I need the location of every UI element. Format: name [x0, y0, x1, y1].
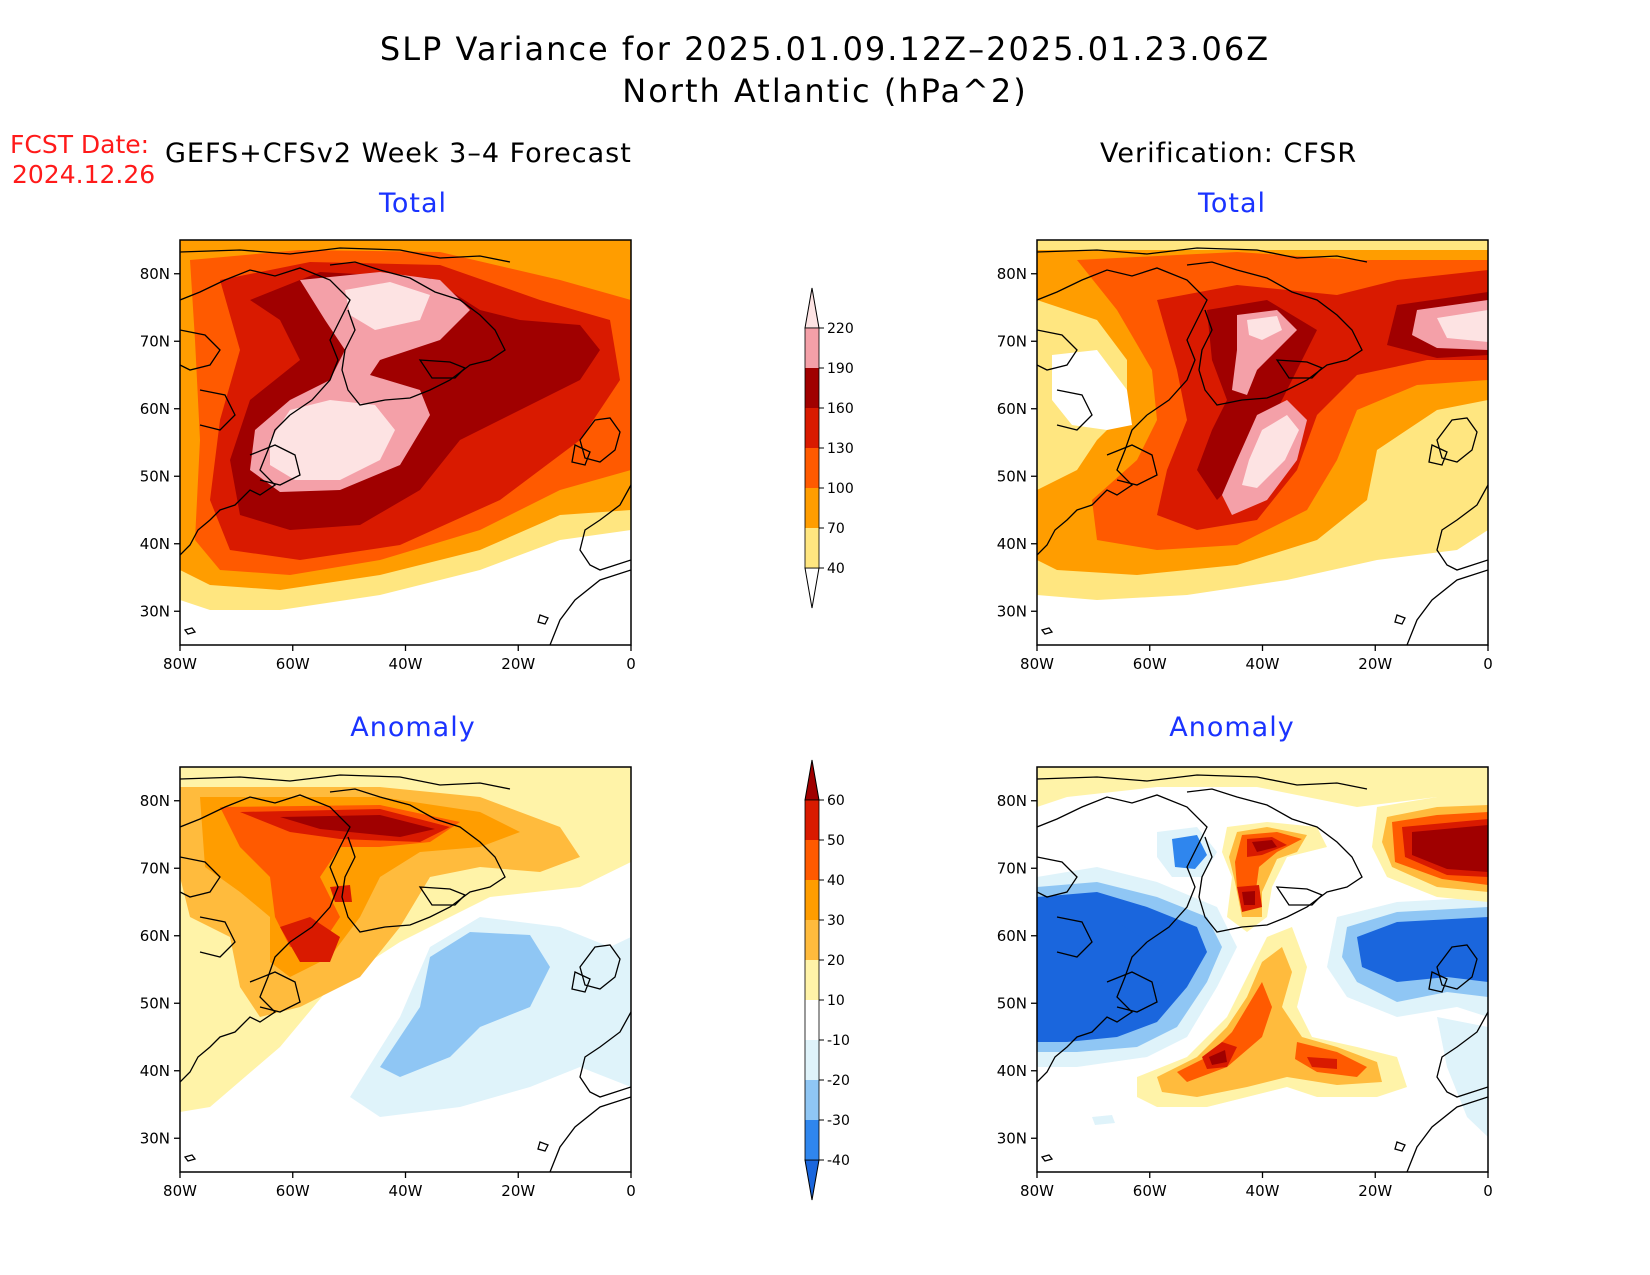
verif-anomaly-title: Anomaly [1169, 712, 1295, 743]
colorbar-segment [805, 800, 819, 840]
lat-tick-label: 30N [140, 602, 170, 620]
lat-tick-label: 70N [997, 859, 1027, 877]
forecast-header: GEFS+CFSv2 Week 3–4 Forecast [165, 138, 632, 169]
lat-tick-label: 60N [997, 400, 1027, 418]
lon-tick-label: 0 [626, 1182, 636, 1200]
lon-tick-label: 20W [501, 655, 535, 673]
colorbar-end-triangle [804, 287, 820, 329]
colorbar-frame [804, 799, 820, 1161]
colorbar-label: -30 [827, 1113, 850, 1129]
colorbar-label: 20 [827, 953, 845, 969]
colorbar-segment [805, 408, 819, 448]
lat-tick-label: 50N [140, 467, 170, 485]
colorbar-segment [805, 1000, 819, 1040]
lon-tick-label: 20W [1358, 1182, 1392, 1200]
colorbar-label: -40 [827, 1153, 850, 1169]
lat-tick-label: 30N [997, 602, 1027, 620]
forecast-anomaly-title: Anomaly [350, 712, 476, 743]
colorbar-segment [805, 840, 819, 880]
lat-tick-label: 30N [140, 1129, 170, 1147]
colorbar-label: 100 [827, 481, 854, 497]
lon-tick-label: 60W [1133, 655, 1167, 673]
colorbar-segment [805, 1080, 819, 1120]
verif-total-title: Total [1197, 188, 1267, 219]
figure-title-line2: North Atlantic (hPa^2) [622, 72, 1028, 110]
lon-tick-label: 60W [276, 655, 310, 673]
colorbar-label: -10 [827, 1033, 850, 1049]
colorbar-segment [805, 448, 819, 488]
lat-tick-label: 70N [997, 332, 1027, 350]
lon-tick-label: 20W [501, 1182, 535, 1200]
lat-tick-label: 50N [997, 994, 1027, 1012]
colorbar-label: 50 [827, 833, 845, 849]
lat-tick-label: 40N [997, 535, 1027, 553]
lat-tick-label: 50N [140, 994, 170, 1012]
lat-tick-label: 80N [997, 792, 1027, 810]
lon-tick-label: 40W [389, 1182, 423, 1200]
colorbar-segment [805, 368, 819, 408]
forecast-anomaly-map [179, 766, 632, 1173]
colorbar-segment [805, 488, 819, 528]
colorbar-segment [805, 1040, 819, 1080]
lon-tick-label: 0 [1483, 1182, 1493, 1200]
lat-tick-label: 40N [997, 1062, 1027, 1080]
lon-tick-label: 40W [1246, 655, 1280, 673]
colorbar-label: 40 [827, 873, 845, 889]
colorbar-segment [805, 920, 819, 960]
lat-tick-label: 30N [997, 1129, 1027, 1147]
colorbar-label: 190 [827, 361, 854, 377]
lon-tick-label: 20W [1358, 655, 1392, 673]
colorbar-label: 70 [827, 521, 845, 537]
colorbar-label: -20 [827, 1073, 850, 1089]
lon-tick-label: 60W [1133, 1182, 1167, 1200]
forecast-total-map [179, 239, 632, 646]
colorbar-label: 30 [827, 913, 845, 929]
colorbar-end-triangle [804, 759, 820, 801]
lon-tick-label: 80W [163, 655, 197, 673]
lon-tick-label: 0 [626, 655, 636, 673]
colorbar-label: 40 [827, 561, 845, 577]
lat-tick-label: 40N [140, 1062, 170, 1080]
lat-tick-label: 80N [140, 792, 170, 810]
colorbar-label: 220 [827, 321, 854, 337]
lon-tick-label: 0 [1483, 655, 1493, 673]
lon-tick-label: 80W [1020, 655, 1054, 673]
anomaly-colorbar: -40 -30 -20 -10 10 20 30 40 50 60 [804, 759, 850, 1201]
lat-tick-label: 80N [997, 265, 1027, 283]
total-colorbar: 40 70 100 130 160 190 220 [804, 287, 854, 609]
lon-tick-label: 40W [1246, 1182, 1280, 1200]
colorbar-segment [805, 328, 819, 368]
colorbar-end-triangle [804, 567, 820, 609]
fcst-date-value: 2024.12.26 [12, 160, 156, 189]
lat-tick-label: 60N [140, 927, 170, 945]
colorbar-segment [805, 528, 819, 568]
lat-tick-label: 70N [140, 332, 170, 350]
colorbar-segment [805, 960, 819, 1000]
colorbar-label: 10 [827, 993, 845, 1009]
verif-anomaly-map [1036, 766, 1489, 1173]
colorbar-segment [805, 1120, 819, 1160]
lat-tick-label: 60N [140, 400, 170, 418]
colorbar-label: 60 [827, 793, 845, 809]
lon-tick-label: 60W [276, 1182, 310, 1200]
lon-tick-label: 80W [163, 1182, 197, 1200]
lat-tick-label: 80N [140, 265, 170, 283]
forecast-total-title: Total [378, 188, 448, 219]
lon-tick-label: 40W [389, 655, 423, 673]
lat-tick-label: 60N [997, 927, 1027, 945]
colorbar-label: 160 [827, 401, 854, 417]
colorbar-end-triangle [804, 1159, 820, 1201]
verification-header: Verification: CFSR [1100, 138, 1358, 169]
colorbar-label: 130 [827, 441, 854, 457]
lat-tick-label: 40N [140, 535, 170, 553]
lat-tick-label: 70N [140, 859, 170, 877]
verif-total-map [1036, 239, 1489, 646]
lat-tick-label: 50N [997, 467, 1027, 485]
lon-tick-label: 80W [1020, 1182, 1054, 1200]
figure-title-line1: SLP Variance for 2025.01.09.12Z–2025.01.… [379, 30, 1271, 68]
colorbar-segment [805, 880, 819, 920]
fcst-date-label: FCST Date: [10, 130, 150, 159]
